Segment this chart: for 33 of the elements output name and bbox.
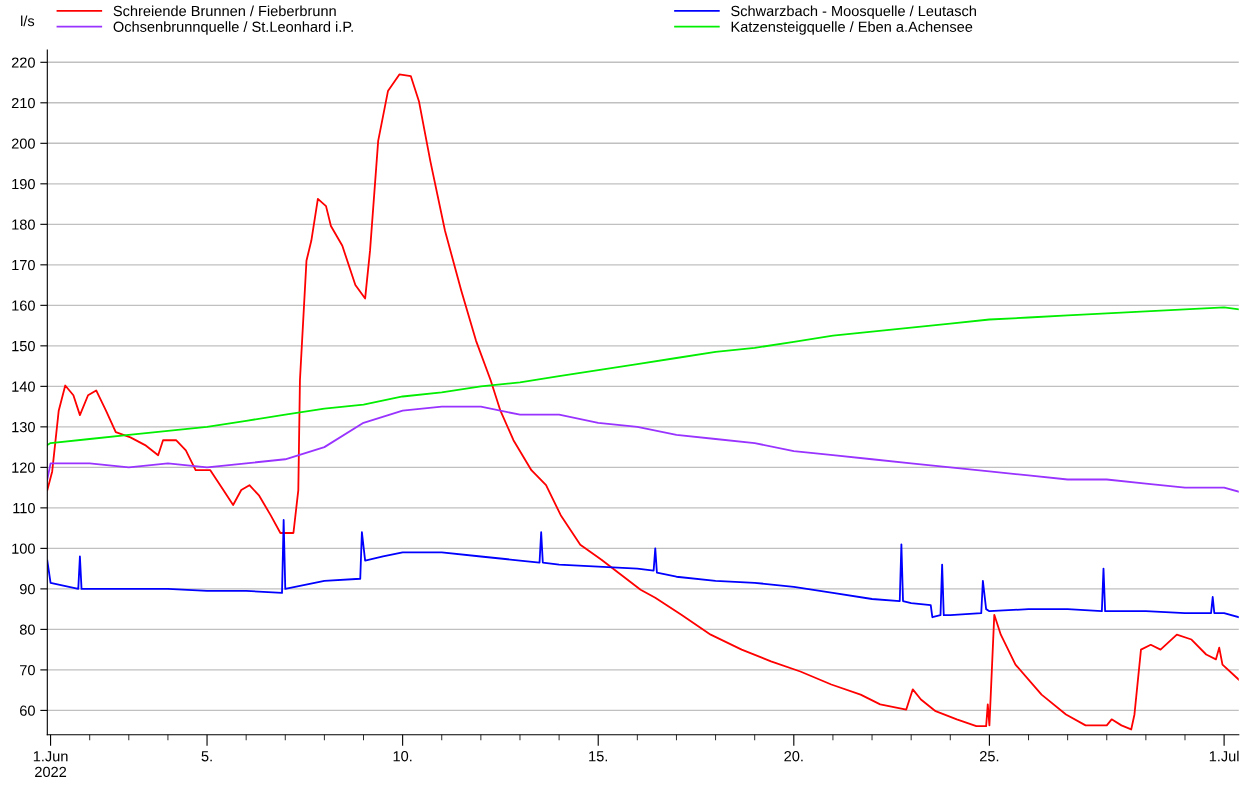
y-tick-label: 180 (12, 219, 35, 230)
legend-label: Katzensteigquelle / Eben a.Achensee (731, 21, 973, 35)
y-tick-label: 80 (19, 624, 35, 635)
y-tick-label: 210 (11, 97, 35, 109)
x-tick-label: 1.Jul (1209, 750, 1239, 762)
x-tick-label: 15. (589, 751, 608, 762)
x-tick-label: 20. (784, 751, 803, 762)
legend-label: Schwarzbach - Moosquelle / Leutasch (731, 5, 976, 20)
y-axis-title: l/s (21, 15, 35, 27)
y-tick-label: 100 (12, 543, 35, 554)
y-tick-label: 120 (12, 462, 35, 473)
y-tick-label: 190 (12, 178, 35, 190)
line-series (47, 73, 1239, 731)
legend-label: Ochsenbrunnquelle / St.Leonhard i.P. (113, 21, 353, 35)
y-tick-label: 170 (12, 259, 35, 271)
line-series (47, 306, 1239, 446)
y-tick-label: 160 (12, 300, 35, 311)
x-tick-label: 5. (201, 751, 212, 762)
y-tick-label: 150 (12, 340, 35, 352)
y-tick-label: 140 (12, 381, 35, 392)
y-tick-label: 220 (11, 57, 35, 68)
x-tick-label: 1.Jun 2022 (33, 751, 68, 778)
y-tick-label: 70 (20, 665, 35, 676)
x-tick-label: 25. (980, 751, 999, 762)
x-tick-label: 10. (393, 751, 412, 762)
y-tick-label: 200 (11, 138, 35, 149)
y-tick-label: 60 (20, 705, 35, 716)
line-series (47, 519, 1239, 619)
line-series (47, 405, 1239, 493)
y-tick-label: 110 (13, 502, 35, 514)
y-tick-label: 90 (19, 583, 35, 595)
legend-label: Schreiende Brunnen / Fieberbrunn (113, 5, 336, 17)
y-tick-label: 130 (12, 421, 35, 433)
